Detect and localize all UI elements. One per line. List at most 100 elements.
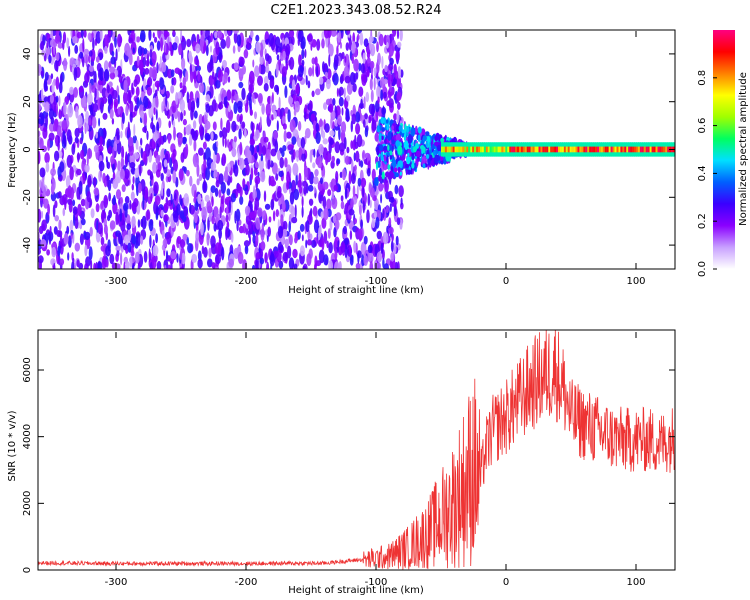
spectrogram-cell xyxy=(88,246,93,261)
spectrogram-cell xyxy=(357,33,360,41)
spectrogram-cell xyxy=(154,36,158,43)
spectrogram-cell xyxy=(298,54,302,67)
spectrogram-band-core xyxy=(544,146,548,153)
spectrogram-band-core xyxy=(501,146,505,153)
spectrogram-cell xyxy=(142,126,148,133)
spectrogram-cell xyxy=(59,258,65,266)
spectrogram-cell xyxy=(236,183,242,194)
spectrogram-cell xyxy=(236,220,239,232)
spectrogram-cell xyxy=(239,195,244,205)
spectrogram-cell xyxy=(211,215,215,225)
spectrogram-band-core xyxy=(524,146,528,153)
spectrogram-cell xyxy=(323,230,328,244)
spectrogram-cell xyxy=(245,164,250,176)
spectrogram-cell xyxy=(377,96,380,104)
spectrogram-cells xyxy=(38,30,675,269)
colorbar-label: Normalized spectral amplitude xyxy=(738,72,749,226)
spectrogram-cell xyxy=(207,216,210,231)
spectrogram-cell xyxy=(226,221,230,229)
spectrogram-cell xyxy=(214,187,219,197)
spectrogram-band-core xyxy=(482,146,485,153)
spectrogram-cell xyxy=(392,30,397,37)
spectrogram-cell xyxy=(351,54,355,64)
spectrogram-cell xyxy=(125,105,129,116)
spectrogram-cell xyxy=(58,81,63,94)
spectrogram-cell xyxy=(155,155,161,164)
spectrogram-cell xyxy=(132,264,135,269)
spectrogram-cell xyxy=(371,168,376,181)
spectrogram-cell xyxy=(383,83,386,95)
spectrogram-cell xyxy=(254,197,260,211)
snr-x-tick-label: -100 xyxy=(365,577,388,588)
spectrogram-cell xyxy=(159,55,162,69)
spectrogram-cell xyxy=(149,262,153,269)
spectrogram-cell xyxy=(260,171,266,183)
spectrogram-cell xyxy=(279,109,282,120)
spectrogram-cell xyxy=(275,63,279,78)
spectrogram-cell xyxy=(376,41,379,53)
spectrogram-cell xyxy=(300,137,306,149)
spectrogram-cell xyxy=(130,166,136,175)
spectrogram-cell xyxy=(406,169,412,175)
spectrogram-cell xyxy=(255,129,260,139)
spectrogram-cell xyxy=(151,51,157,64)
spectrogram-cell xyxy=(332,214,337,224)
spectrogram-cell xyxy=(335,212,342,221)
spectrogram-cell xyxy=(277,185,282,196)
spectrogram-cell xyxy=(366,209,370,224)
spectrogram-cell xyxy=(388,217,392,227)
spectrogram-cell xyxy=(340,121,347,134)
spectrogram-cell xyxy=(51,246,57,258)
spectrogram-cell xyxy=(250,121,254,131)
spectrogram-cell xyxy=(297,230,301,240)
spectrogram-cell xyxy=(315,122,319,133)
spectrogram-cell xyxy=(129,152,136,166)
spectrogram-cell xyxy=(408,143,411,148)
spectrogram-cell xyxy=(222,75,225,83)
spectrogram-cell xyxy=(97,222,103,235)
spectrogram-cell xyxy=(237,251,244,264)
spectrogram-cell xyxy=(260,241,266,251)
spectrogram-cell xyxy=(323,254,329,266)
spectrogram-cell xyxy=(228,258,235,268)
spectrogram-cell xyxy=(63,134,67,147)
spectrogram-cell xyxy=(248,70,255,85)
colorbar-tick-label: 0.2 xyxy=(697,213,708,229)
spectrogram-cell xyxy=(75,105,79,119)
spectrogram-cell xyxy=(228,199,232,213)
spectrogram-cell xyxy=(217,69,224,83)
spectrogram-cell xyxy=(78,180,83,195)
spectrogram-cell xyxy=(69,86,74,95)
spectrogram-cell xyxy=(82,38,85,53)
spectrogram-cell xyxy=(313,148,316,158)
spectrogram-cell xyxy=(53,124,56,132)
spectrogram-cell xyxy=(267,226,272,237)
spectrogram-cell xyxy=(57,42,64,49)
spectrogram-cell xyxy=(241,121,246,129)
spectrogram-cell xyxy=(117,106,121,115)
spectrogram-cell xyxy=(331,155,336,163)
spectrogram-cell xyxy=(383,263,389,269)
spectrogram-cell xyxy=(366,51,371,59)
spectrogram-band-core xyxy=(573,146,577,153)
spectrogram-cell xyxy=(207,258,213,268)
spectrogram-band-core xyxy=(610,146,614,153)
spectrogram-cell xyxy=(163,31,170,38)
spectrogram-cell xyxy=(77,114,83,129)
spectrogram-cell xyxy=(53,262,56,269)
spectrogram-cell xyxy=(263,83,269,92)
spectrogram-cell xyxy=(59,161,65,173)
spectrogram-cell xyxy=(136,36,141,43)
spectrogram-cell xyxy=(56,60,59,73)
spectrogram-cell xyxy=(40,70,44,77)
spectrogram-cell xyxy=(272,210,276,222)
spectrogram-y-tick-label: 20 xyxy=(22,95,33,108)
spectrogram-cell xyxy=(170,193,173,205)
spectrogram-cell xyxy=(292,129,299,139)
spectrogram-cell xyxy=(379,167,382,177)
spectrogram-cell xyxy=(341,51,345,60)
spectrogram-cell xyxy=(344,75,351,84)
spectrogram-cell xyxy=(282,220,288,231)
spectrogram-cell xyxy=(56,125,62,138)
spectrogram-cell xyxy=(186,169,190,177)
